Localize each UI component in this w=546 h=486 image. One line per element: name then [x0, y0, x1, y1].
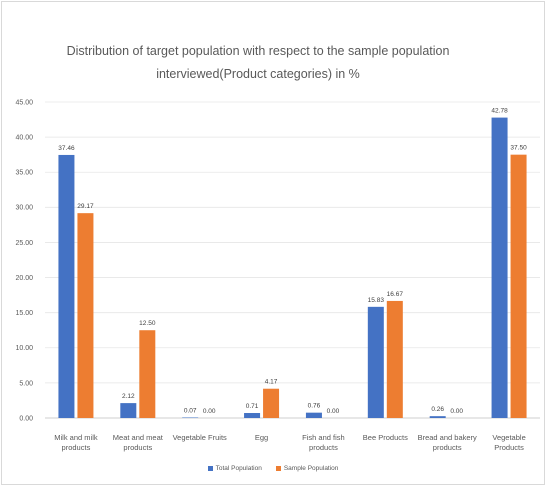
y-tick-label: 30.00 — [15, 205, 33, 212]
bar-sample-population-egg — [263, 388, 280, 418]
gridlines — [45, 101, 540, 419]
y-axis-tick-labels: 0.00 5.00 10.00 15.00 20.00 25.00 30.00 35.00 40… — [15, 99, 33, 422]
bar-sample-population-milk-and-milk-products — [77, 213, 94, 418]
x-tick-label-fish-and-fish-products: Fish and fish products — [302, 433, 345, 452]
x-tick-label-bee-products: Bee Products — [362, 433, 408, 442]
legend-item-total-population: Total Population — [207, 464, 262, 472]
x-tick-label-vegetable-products: Vegetable Products — [492, 433, 526, 452]
x-tick-label-vegetable-fruits: Vegetable Fruits — [172, 433, 227, 442]
bar-sample-population-vegetable-products — [510, 154, 527, 418]
data-label-total-population-bee-products: 15.83 — [368, 297, 385, 304]
data-label-sample-population-vegetable-products: 37.50 — [510, 145, 527, 152]
data-labels: 37.46 29.17 2.12 12.50 0.07 0.00 0.71 4.17 0.76 0… — [58, 108, 527, 415]
legend-label-sample-population: Sample Population — [283, 464, 339, 472]
x-tick-label-egg: Egg — [254, 433, 269, 442]
y-tick-label: 10.00 — [15, 345, 33, 352]
y-tick-label: 0.00 — [19, 415, 33, 422]
data-label-sample-population-fish-and-fish-products: 0.00 — [327, 408, 340, 415]
y-tick-label: 15.00 — [15, 310, 33, 317]
data-label-total-population-meat-and-meat-products: 2.12 — [122, 393, 135, 400]
data-label-total-population-bread-and-bakery-products: 0.26 — [431, 406, 444, 413]
data-label-sample-population-vegetable-fruits: 0.00 — [203, 408, 216, 415]
bar-total-population-vegetable-products — [491, 117, 508, 419]
data-label-total-population-vegetable-products: 42.78 — [491, 108, 508, 115]
data-label-sample-population-bread-and-bakery-products: 0.00 — [450, 408, 463, 415]
bar-total-population-meat-and-meat-products — [120, 403, 137, 418]
bar-total-population-milk-and-milk-products — [58, 154, 75, 418]
data-label-total-population-milk-and-milk-products: 37.46 — [58, 145, 75, 152]
bars — [58, 117, 527, 419]
bar-sample-population-bee-products — [386, 300, 403, 418]
data-label-sample-population-egg: 4.17 — [265, 379, 278, 386]
data-label-sample-population-bee-products: 16.67 — [387, 291, 404, 298]
x-tick-label-meat-and-meat-products: Meat and meat products — [112, 433, 163, 452]
legend: Total Population Sample Population — [0, 462, 546, 474]
legend-swatch-total-population — [207, 465, 213, 471]
data-label-sample-population-milk-and-milk-products: 29.17 — [77, 203, 94, 210]
bar-total-population-bee-products — [367, 306, 384, 418]
y-tick-label: 25.00 — [15, 240, 33, 247]
bar-total-population-egg — [244, 413, 261, 418]
data-label-total-population-fish-and-fish-products: 0.76 — [308, 403, 321, 410]
chart-title: Distribution of target population with r… — [66, 44, 450, 81]
data-label-total-population-egg: 0.71 — [246, 403, 259, 410]
x-tick-label-milk-and-milk-products: Milk and milk products — [54, 433, 98, 452]
data-label-total-population-vegetable-fruits: 0.07 — [184, 408, 197, 415]
x-tick-label-bread-and-bakery-products: Bread and bakery products — [417, 433, 477, 452]
y-tick-label: 40.00 — [15, 135, 33, 142]
legend-item-sample-population: Sample Population — [275, 464, 339, 472]
legend-swatch-sample-population — [275, 465, 281, 471]
legend-label-total-population: Total Population — [215, 464, 262, 472]
y-tick-label: 20.00 — [15, 275, 33, 282]
bar-total-population-fish-and-fish-products — [305, 412, 322, 418]
data-label-sample-population-meat-and-meat-products: 12.50 — [139, 320, 156, 327]
y-tick-label: 5.00 — [19, 380, 33, 387]
y-tick-label: 35.00 — [15, 170, 33, 177]
bar-sample-population-meat-and-meat-products — [139, 330, 156, 418]
bar-total-population-bread-and-bakery-products — [429, 416, 446, 418]
y-tick-label: 45.00 — [15, 99, 33, 106]
